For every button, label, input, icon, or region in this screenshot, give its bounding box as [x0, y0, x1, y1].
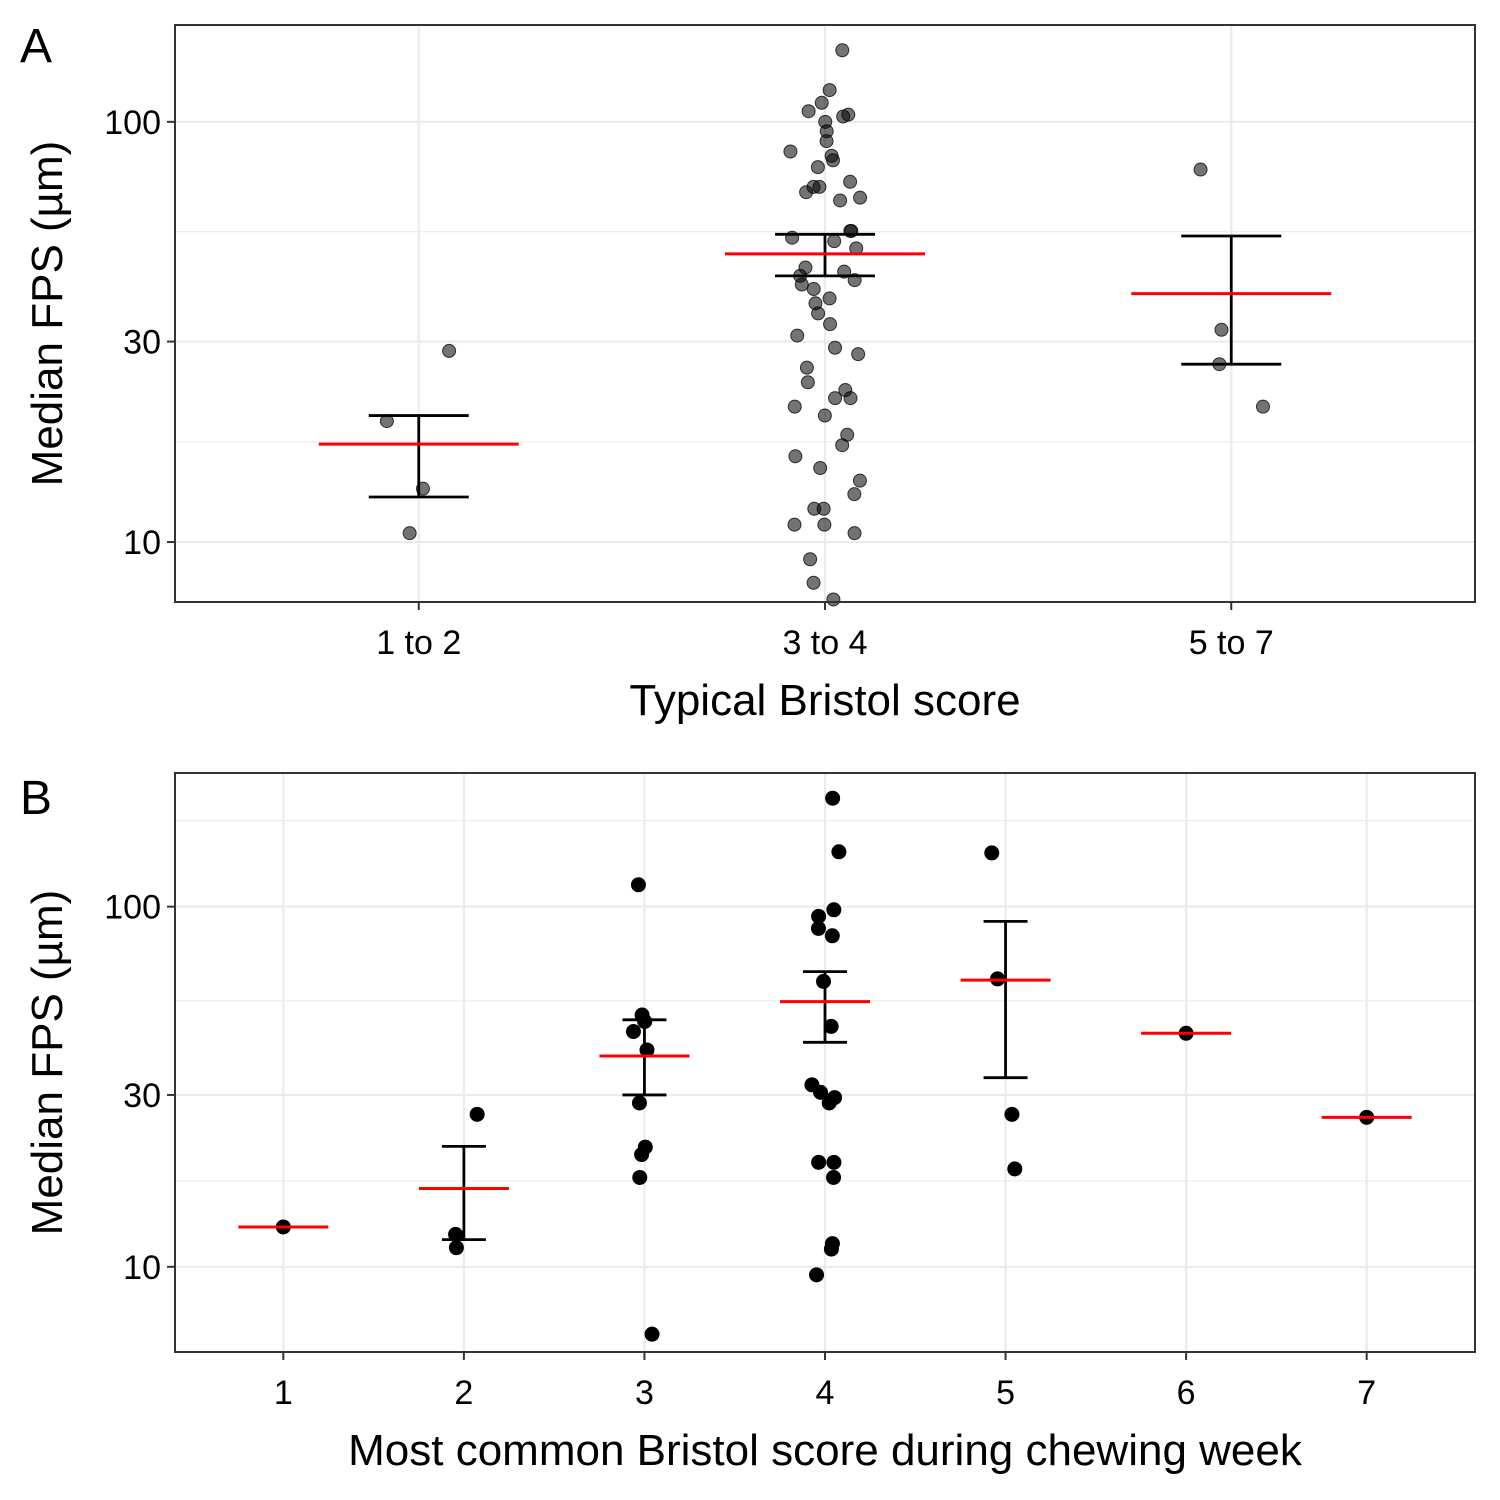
data-point — [799, 360, 814, 375]
data-point — [822, 291, 837, 306]
x-tick-label: 7 — [1357, 1374, 1376, 1412]
data-point — [833, 193, 848, 208]
data-point — [826, 153, 841, 168]
data-point — [787, 517, 802, 532]
data-point — [402, 526, 417, 541]
data-point — [806, 575, 821, 590]
data-point — [811, 306, 826, 321]
x-tick-label: 5 — [996, 1374, 1015, 1412]
data-point — [835, 43, 850, 58]
data-point — [806, 282, 821, 297]
data-point — [831, 844, 847, 860]
data-point — [817, 517, 832, 532]
data-point — [794, 277, 809, 292]
data-point — [783, 144, 798, 159]
x-tick-label: 5 to 7 — [1189, 624, 1274, 662]
y-tick-label: 10 — [123, 524, 161, 562]
data-point — [1007, 1161, 1023, 1177]
y-axis-title: Median FPS (µm) — [23, 141, 72, 487]
x-tick-label: 3 — [635, 1374, 654, 1412]
data-point — [790, 328, 805, 343]
y-tick-label: 10 — [123, 1249, 161, 1287]
y-tick-label: 30 — [123, 1077, 161, 1115]
data-point — [801, 104, 816, 119]
data-point — [819, 134, 834, 149]
data-point — [811, 1154, 827, 1170]
data-point — [469, 1106, 485, 1122]
data-point — [813, 1084, 829, 1100]
data-point — [1193, 162, 1208, 177]
x-tick-label: 6 — [1177, 1374, 1196, 1412]
data-point — [1004, 1106, 1020, 1122]
data-point — [788, 449, 803, 464]
data-point — [825, 790, 841, 806]
data-point — [851, 347, 866, 362]
data-point — [828, 340, 843, 355]
data-point — [847, 487, 862, 502]
data-point — [836, 109, 851, 124]
data-point — [827, 234, 842, 249]
data-point — [800, 375, 815, 390]
data-point — [634, 1147, 650, 1163]
data-point — [843, 391, 858, 406]
data-point — [812, 179, 827, 194]
data-point — [826, 902, 842, 918]
data-point — [810, 160, 825, 175]
data-point — [843, 174, 858, 189]
data-point — [630, 877, 646, 893]
data-point — [835, 438, 850, 453]
data-point — [821, 1095, 837, 1111]
data-point — [813, 461, 828, 476]
data-point — [807, 501, 822, 516]
data-point — [799, 185, 814, 200]
panel-a: 10 30 100 1 to 2 3 to 4 5 to 7 Typical Bristol… — [20, 20, 1476, 725]
data-point — [810, 920, 826, 936]
data-point — [625, 1024, 641, 1040]
panel-letter: A — [20, 20, 52, 73]
data-point — [828, 391, 843, 406]
panel-letter: B — [20, 772, 52, 825]
data-point — [984, 845, 1000, 861]
data-point — [448, 1240, 464, 1256]
data-point — [442, 343, 457, 358]
x-tick-label: 2 — [454, 1374, 473, 1412]
data-point — [823, 317, 838, 332]
data-point — [823, 1241, 839, 1257]
x-tick-label: 4 — [816, 1374, 835, 1412]
data-point — [631, 1095, 647, 1111]
data-point — [824, 928, 840, 944]
data-point — [826, 592, 841, 607]
data-point — [632, 1169, 648, 1185]
data-point — [822, 83, 837, 98]
data-point — [826, 1154, 842, 1170]
data-point — [1214, 322, 1229, 337]
data-point — [817, 408, 832, 423]
data-point — [644, 1326, 660, 1342]
y-tick-label: 100 — [104, 889, 161, 927]
y-tick-label: 100 — [104, 104, 161, 142]
data-point — [803, 552, 818, 567]
data-point — [852, 473, 867, 488]
data-point — [809, 1267, 825, 1283]
x-tick-label: 1 to 2 — [376, 624, 461, 662]
panel-b: 10 30 100 1 2 3 4 5 6 7 Most common Bristol score … — [20, 772, 1476, 1475]
y-axis-title: Median FPS (µm) — [23, 890, 72, 1236]
y-tick-label: 30 — [123, 324, 161, 362]
x-tick-label: 1 — [274, 1374, 293, 1412]
data-point — [853, 190, 868, 205]
data-point — [826, 1169, 842, 1185]
data-point — [816, 973, 832, 989]
x-tick-label: 3 to 4 — [782, 624, 867, 662]
data-point — [1255, 399, 1270, 414]
data-point — [787, 399, 802, 414]
data-point — [847, 526, 862, 541]
data-point — [814, 95, 829, 110]
x-axis-title: Most common Bristol score during chewing… — [348, 1426, 1303, 1475]
x-axis-title: Typical Bristol score — [629, 676, 1020, 725]
